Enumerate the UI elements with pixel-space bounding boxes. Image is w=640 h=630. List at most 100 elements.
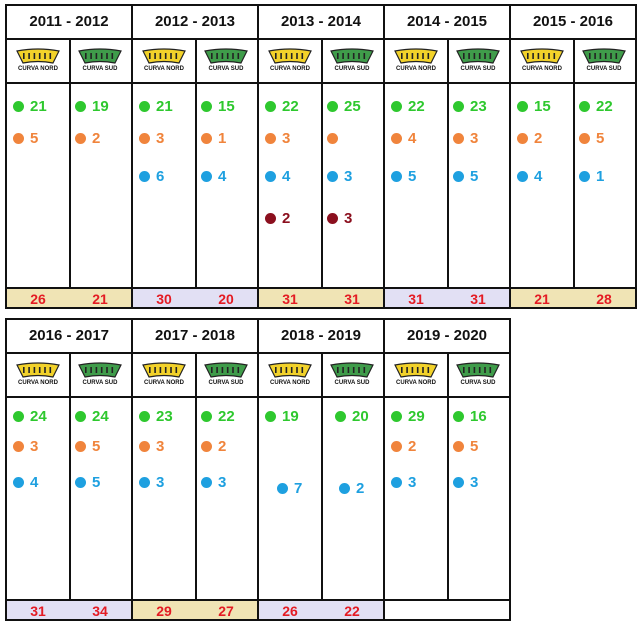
orange-dot-icon <box>139 440 150 452</box>
stat-entry-green: 29 <box>391 407 425 425</box>
season-total: 28 <box>573 287 635 307</box>
season-total: 26 <box>7 287 69 307</box>
stat-value: 3 <box>408 473 417 491</box>
green-dot-icon <box>391 410 402 422</box>
stat-value: 23 <box>470 97 487 115</box>
orange-dot-icon <box>201 132 212 144</box>
curva-label: CURVA NORD <box>270 380 310 386</box>
header-divider <box>511 82 573 84</box>
stat-value: 22 <box>596 97 613 115</box>
stat-entry-blue: 5 <box>453 167 479 185</box>
header-divider <box>385 82 447 84</box>
header-divider <box>69 396 131 398</box>
stat-value: 22 <box>408 97 425 115</box>
curva-label: CURVA NORD <box>144 380 184 386</box>
curva-sud-column: CURVA SUD 22 5 1 28 <box>573 38 635 307</box>
blue-dot-icon <box>139 170 150 182</box>
orange-dot-icon <box>75 132 86 144</box>
green-stadium-curve-icon <box>195 48 257 65</box>
stat-entry-blue: 4 <box>265 168 290 185</box>
curva-label: CURVA NORD <box>18 66 58 72</box>
green-dot-icon <box>13 410 24 422</box>
stat-entry-green: 19 <box>75 97 109 115</box>
stat-entry-orange: 2 <box>201 438 226 455</box>
season-total: 21 <box>511 287 573 307</box>
stat-value: 5 <box>470 437 479 455</box>
curva-label: CURVA NORD <box>396 380 436 386</box>
header-divider <box>259 396 321 398</box>
orange-dot-icon <box>139 132 150 144</box>
stat-value: 19 <box>92 97 109 115</box>
curva-label: CURVA NORD <box>522 66 562 72</box>
stat-entry-blue: 7 <box>277 480 302 497</box>
green-dot-icon <box>579 100 590 112</box>
stat-entry-orange: 3 <box>139 130 164 147</box>
stat-value: 15 <box>534 97 551 115</box>
season-total: 31 <box>7 599 69 619</box>
yellow-stadium-curve-icon <box>133 48 195 65</box>
header-divider <box>385 396 447 398</box>
stat-entry-orange: 1 <box>201 129 227 147</box>
curva-sud-column: CURVA SUD 16 5 3 <box>447 352 509 619</box>
season-card: 2012 - 2013 CURVA NORD 21 3 6 30 CURVA SUD 15 1 4… <box>131 4 259 309</box>
green-dot-icon <box>75 410 86 422</box>
orange-dot-icon <box>579 132 590 144</box>
stat-value: 23 <box>156 407 173 425</box>
season-card: 2014 - 2015 CURVA NORD 22 4 5 31 CURVA SUD 23 3 5… <box>383 4 511 309</box>
header-divider <box>69 82 131 84</box>
curva-nord-header: CURVA NORD <box>133 362 195 386</box>
stat-entry-orange: 3 <box>139 438 164 455</box>
green-dot-icon <box>265 410 276 422</box>
stat-entry-orange: 2 <box>517 130 542 147</box>
stat-entry-blue: 4 <box>201 168 226 185</box>
stat-value: 1 <box>218 129 227 147</box>
stat-entry-green: 23 <box>453 97 487 115</box>
curva-sud-column: CURVA SUD 24 5 5 34 <box>69 352 131 619</box>
stat-value: 24 <box>30 407 47 425</box>
stat-value: 3 <box>30 437 39 455</box>
curva-sud-header: CURVA SUD <box>195 362 257 386</box>
stat-value: 5 <box>92 437 101 455</box>
stat-value: 21 <box>156 97 173 115</box>
stat-entry-blue: 4 <box>13 474 38 491</box>
curva-sud-column: CURVA SUD 15 1 4 20 <box>195 38 257 307</box>
stat-value: 29 <box>408 407 425 425</box>
stat-entry-blue: 6 <box>139 168 164 185</box>
curva-label: CURVA NORD <box>18 380 58 386</box>
stat-value: 5 <box>470 167 479 185</box>
stat-entry-orange: 5 <box>453 437 479 455</box>
orange-dot-icon <box>327 132 338 144</box>
stat-value: 22 <box>218 407 235 425</box>
yellow-stadium-curve-icon <box>511 48 573 65</box>
curva-label: CURVA SUD <box>208 380 244 386</box>
blue-dot-icon <box>13 476 24 488</box>
curva-sud-column: CURVA SUD 20 2 22 <box>321 352 383 619</box>
blue-dot-icon <box>391 170 402 182</box>
blue-dot-icon <box>339 482 350 494</box>
curva-label: CURVA SUD <box>334 66 370 72</box>
season-total: 31 <box>385 287 447 307</box>
blue-dot-icon <box>391 476 402 488</box>
stat-entry-orange: 3 <box>453 129 479 147</box>
stat-value: 1 <box>596 167 605 185</box>
season-total: 31 <box>259 287 321 307</box>
season-title: 2014 - 2015 <box>385 6 509 40</box>
green-dot-icon <box>517 100 528 112</box>
season-title: 2016 - 2017 <box>7 320 131 354</box>
curva-sud-header: CURVA SUD <box>573 48 635 72</box>
curva-label: CURVA NORD <box>270 66 310 72</box>
blue-dot-icon <box>201 476 212 488</box>
orange-dot-icon <box>265 132 276 144</box>
stat-value: 3 <box>470 129 479 147</box>
season-title: 2011 - 2012 <box>7 6 131 40</box>
curva-label: CURVA SUD <box>460 380 496 386</box>
curva-nord-column: CURVA NORD 24 3 4 31 <box>7 352 71 619</box>
orange-dot-icon <box>201 440 212 452</box>
curva-nord-column: CURVA NORD 19 7 26 <box>259 352 323 619</box>
season-total: 20 <box>195 287 257 307</box>
season-total <box>447 599 509 619</box>
green-stadium-curve-icon <box>447 362 509 379</box>
green-stadium-curve-icon <box>321 48 383 65</box>
header-divider <box>447 82 509 84</box>
curva-sud-header: CURVA SUD <box>69 362 131 386</box>
